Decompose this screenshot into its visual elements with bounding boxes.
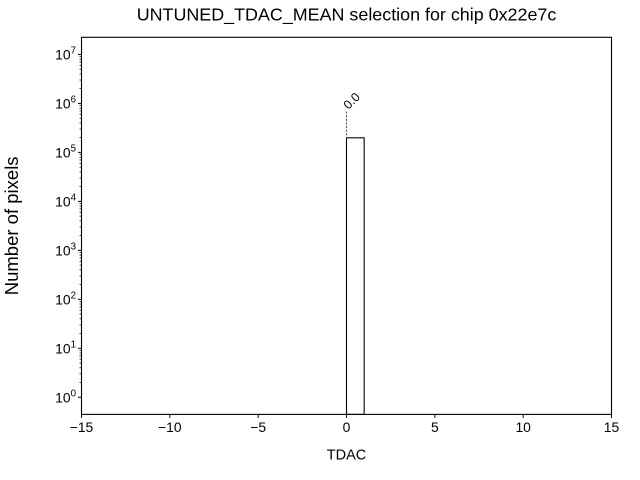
- svg-text:15: 15: [604, 419, 620, 435]
- svg-text:10: 10: [515, 419, 531, 435]
- svg-text:−10: −10: [158, 419, 182, 435]
- svg-text:TDAC: TDAC: [327, 448, 366, 464]
- svg-text:Number of pixels: Number of pixels: [1, 156, 22, 295]
- svg-text:0: 0: [343, 419, 351, 435]
- svg-text:5: 5: [431, 419, 439, 435]
- svg-text:UNTUNED_TDAC_MEAN selection fo: UNTUNED_TDAC_MEAN selection for chip 0x2…: [137, 5, 557, 26]
- svg-text:−5: −5: [250, 419, 266, 435]
- svg-text:−15: −15: [70, 419, 94, 435]
